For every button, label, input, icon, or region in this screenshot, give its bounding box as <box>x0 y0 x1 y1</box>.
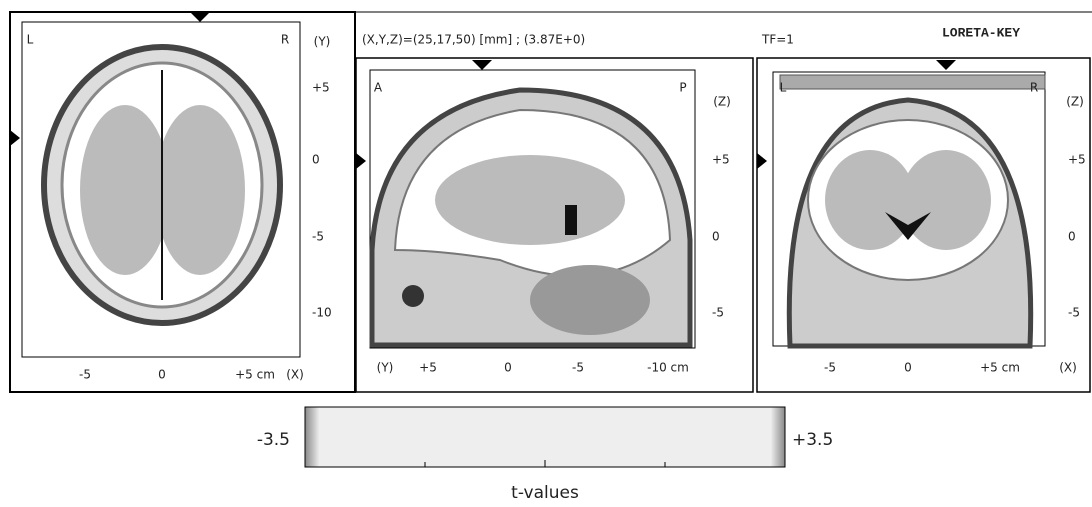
colorbar-title: t-values <box>511 483 579 503</box>
x-tick-label: +5 <box>419 361 437 375</box>
y-tick-label: 0 <box>1068 230 1076 244</box>
corner-label: R <box>281 33 289 47</box>
corner-label: L <box>27 33 34 47</box>
x-tick-label: -5 <box>824 361 836 375</box>
cursor-marker <box>472 60 492 70</box>
y-tick-label: +5 <box>712 153 730 167</box>
y-tick-label: 0 <box>312 153 320 167</box>
axis-label: (Y) <box>314 35 331 49</box>
x-tick-label: 0 <box>504 361 512 375</box>
y-tick-label: 0 <box>712 230 720 244</box>
x-tick-label: -5 <box>572 361 584 375</box>
coronal-strip <box>780 75 1045 89</box>
colorbar-max: +3.5 <box>792 430 833 450</box>
screen: (X,Y,Z)=(25,17,50) [mm] ; (3.87E+0) TF=1… <box>0 0 1092 503</box>
sagittal-white-matter <box>435 155 625 245</box>
colorbar-min: -3.5 <box>257 430 290 450</box>
x-tick-label: 0 <box>904 361 912 375</box>
y-tick-label: -5 <box>1068 306 1080 320</box>
axial-hemisphere <box>155 105 245 275</box>
colorbar <box>305 407 785 467</box>
x-tick-label: -5 <box>79 368 91 382</box>
x-tick-label: (X) <box>1059 361 1077 375</box>
corner-label: R <box>1030 81 1038 95</box>
y-tick-label: +5 <box>312 81 330 95</box>
axis-label: (Z) <box>713 95 731 109</box>
cursor-marker <box>10 130 20 146</box>
y-tick-label: +5 <box>1068 153 1086 167</box>
y-tick-label: -10 <box>312 306 332 320</box>
x-tick-label: (X) <box>286 368 304 382</box>
x-tick-label: +5 cm <box>980 361 1020 375</box>
cursor-marker <box>936 60 956 70</box>
sagittal-ventricle <box>565 205 577 235</box>
corner-label: P <box>679 81 686 95</box>
time-frame: TF=1 <box>761 33 794 47</box>
corner-label: L <box>780 81 787 95</box>
coronal-hemisphere <box>901 150 991 250</box>
y-tick-label: -5 <box>312 230 324 244</box>
axis-label: (Z) <box>1066 95 1084 109</box>
sagittal-cerebellum <box>530 265 650 335</box>
page: {"header": {"coordinates": "(X,Y,Z)=(25,… <box>0 0 1092 503</box>
cursor-marker <box>190 12 210 22</box>
x-tick-label: 0 <box>158 368 166 382</box>
y-tick-label: -5 <box>712 306 724 320</box>
x-tick-label: (Y) <box>377 361 394 375</box>
app-name: LORETA-KEY <box>942 25 1020 40</box>
x-tick-label: -10 cm <box>647 361 689 375</box>
cursor-marker <box>356 153 366 169</box>
sagittal-eye <box>402 285 424 307</box>
x-tick-label: +5 cm <box>235 368 275 382</box>
cursor-marker <box>757 153 767 169</box>
corner-label: A <box>374 81 383 95</box>
coordinates: (X,Y,Z)=(25,17,50) [mm] ; (3.87E+0) <box>362 33 585 47</box>
